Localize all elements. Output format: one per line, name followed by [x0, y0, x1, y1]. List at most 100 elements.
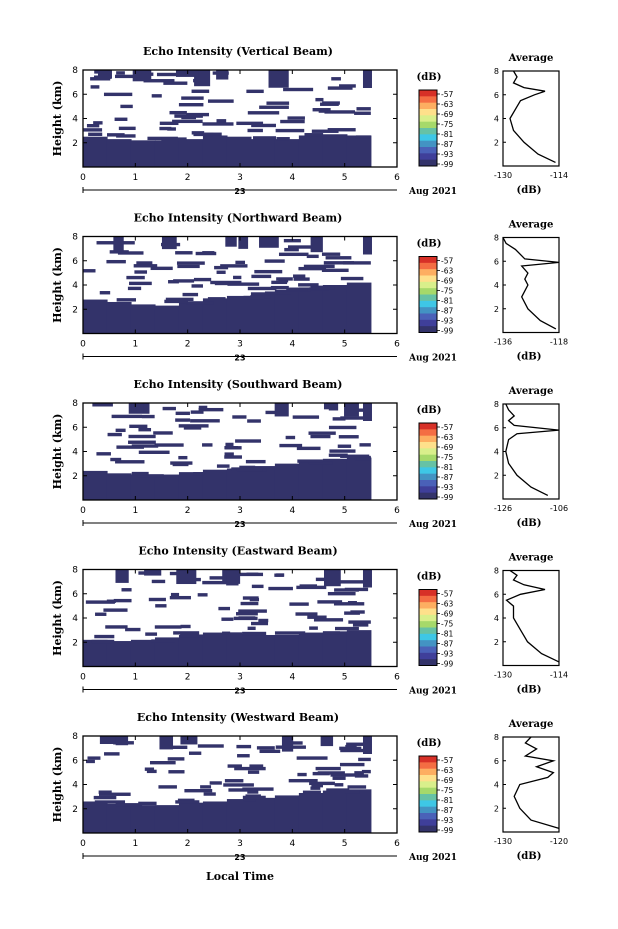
- heatmap-cell: [223, 783, 254, 787]
- x-tick-label: 5: [342, 839, 348, 849]
- heatmap-cell: [362, 70, 372, 88]
- heatmap-cell: [186, 301, 214, 305]
- heatmap-cell: [154, 443, 184, 447]
- heatmap-cell: [236, 744, 252, 749]
- heatmap-cell: [159, 121, 179, 126]
- y-tick-label: 4: [72, 614, 78, 624]
- x-tick-label: 0: [80, 839, 86, 849]
- heatmap-cell: [203, 792, 216, 796]
- average-y-tick-label: 6: [494, 757, 499, 766]
- heatmap-cell: [117, 251, 144, 255]
- heatmap-cell: [177, 264, 200, 269]
- y-axis-title: Height (km): [51, 580, 64, 656]
- heatmap-cell: [274, 139, 300, 167]
- heatmap-cell: [240, 601, 259, 606]
- average-x-tick-label: -136: [494, 338, 512, 347]
- heatmap-cell: [287, 245, 315, 249]
- heatmap-cell: [118, 126, 136, 131]
- x-tick-label: 4: [289, 673, 295, 683]
- heatmap-cell: [340, 416, 365, 420]
- heatmap-cell: [207, 297, 226, 301]
- colorbar-swatch: [419, 134, 437, 142]
- colorbar-swatch: [419, 627, 437, 635]
- heatmap-cell: [83, 136, 108, 167]
- heatmap-cell: [175, 411, 190, 416]
- heatmap-cell: [243, 295, 265, 300]
- colorbar-swatch: [419, 640, 437, 647]
- colorbar-tick-label: -93: [441, 150, 453, 159]
- colorbar-tick-label: -99: [441, 826, 453, 835]
- heatmap-cell: [170, 461, 193, 465]
- colorbar-tick-label: -87: [441, 140, 453, 149]
- x-tick-label: 1: [132, 839, 138, 849]
- y-tick-label: 6: [72, 590, 78, 600]
- heatmap-cell: [322, 631, 348, 667]
- average-x-tick-label: -114: [550, 171, 568, 180]
- colorbar-swatch: [419, 768, 437, 776]
- average-y-tick-label: 4: [494, 448, 499, 457]
- heatmap-cell: [93, 795, 117, 800]
- heatmap-cell: [325, 256, 352, 260]
- heatmap-cell: [191, 284, 203, 288]
- heatmap-cell: [154, 625, 182, 629]
- heatmap-cell: [113, 236, 124, 252]
- x-tick-label: 2: [185, 506, 191, 516]
- heatmap-cell: [178, 802, 204, 833]
- heatmap-cell: [202, 135, 228, 167]
- x-tick-label: 3: [237, 839, 243, 849]
- heatmap-cell: [323, 261, 354, 265]
- average-x-title: (dB): [517, 851, 542, 862]
- heatmap-cell: [155, 604, 167, 608]
- y-tick-label: 2: [72, 805, 78, 815]
- heatmap-cell: [348, 620, 371, 624]
- average-title: Average: [508, 53, 554, 64]
- heatmap-cell: [251, 123, 276, 128]
- heatmap-cell: [216, 70, 229, 80]
- average-y-tick-label: 6: [494, 424, 499, 433]
- heatmap-cell: [235, 439, 262, 443]
- heatmap-cell: [310, 236, 323, 253]
- heatmap-cell: [293, 277, 310, 281]
- average-y-tick-label: 6: [494, 91, 499, 100]
- heatmap-cell: [302, 790, 321, 794]
- colorbar-swatch: [419, 115, 437, 123]
- heatmap-cell: [227, 764, 242, 768]
- colorbar-swatch: [419, 326, 437, 333]
- heatmap-cell: [340, 276, 364, 281]
- heatmap-cell: [331, 77, 341, 81]
- y-tick-label: 6: [72, 756, 78, 766]
- x-tick-label: 1: [132, 673, 138, 683]
- heatmap-cell: [249, 764, 264, 768]
- heatmap-cell: [274, 634, 300, 667]
- heatmap-cell: [281, 736, 294, 752]
- date-day-label: 23: [234, 687, 245, 696]
- heatmap-cell: [226, 799, 252, 833]
- heatmap-cell: [298, 135, 324, 167]
- colorbar-tick-label: -57: [441, 423, 453, 432]
- heatmap-cell: [259, 236, 279, 248]
- colorbar-swatch: [419, 140, 437, 148]
- average-y-tick-label: 8: [494, 733, 499, 742]
- colorbar-frame: [418, 589, 438, 666]
- y-axis-title: Height (km): [51, 81, 64, 157]
- chart-title: Echo Intensity (Westward Beam): [137, 711, 339, 724]
- colorbar-swatch: [419, 589, 437, 597]
- heatmap-cell: [228, 788, 250, 792]
- heatmap-cell: [83, 299, 108, 334]
- colorbar-tick-label: -75: [441, 287, 453, 296]
- colorbar-swatch: [419, 762, 437, 770]
- heatmap-cell: [165, 297, 194, 302]
- heatmap-cell: [346, 457, 372, 500]
- average-y-tick-label: 8: [494, 234, 499, 243]
- heatmap-cell: [120, 104, 133, 109]
- heatmap-cell: [251, 621, 269, 626]
- heatmap-cell: [280, 119, 305, 124]
- heatmap-cell: [167, 127, 176, 131]
- colorbar-tick-label: -63: [441, 600, 453, 609]
- heatmap-cell: [362, 736, 372, 754]
- heatmap-cell: [116, 241, 135, 245]
- heatmap-cell: [259, 749, 281, 754]
- heatmap-cell: [226, 633, 252, 667]
- heatmap-cell: [242, 787, 274, 791]
- heatmap-cell: [149, 760, 176, 765]
